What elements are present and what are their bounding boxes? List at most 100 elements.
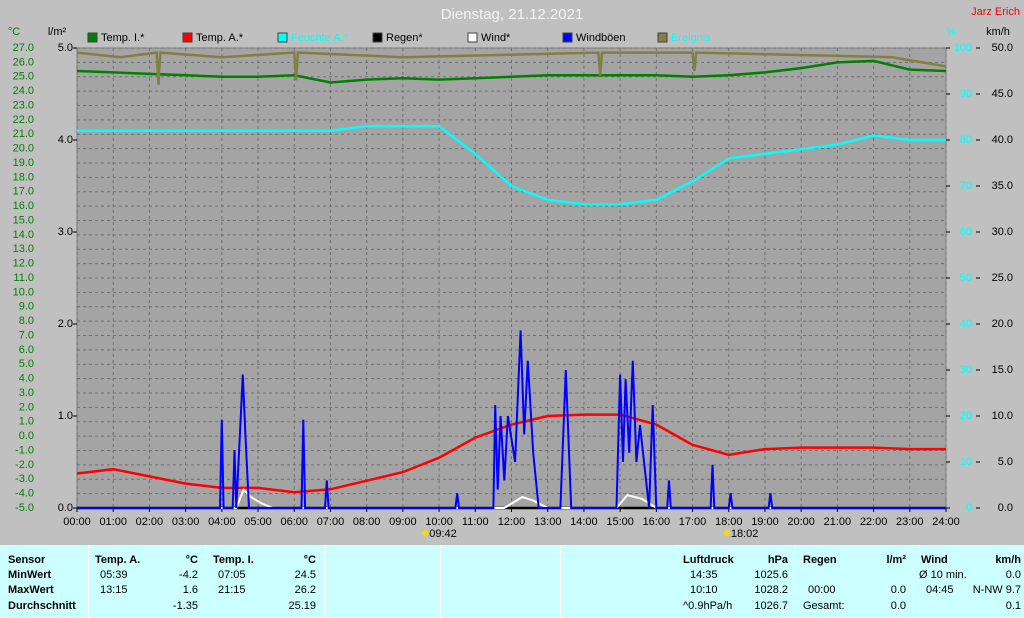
value: 26.2 — [294, 584, 316, 596]
time: 05:39 — [100, 569, 128, 581]
y-tick-label: -5.0 — [15, 502, 34, 514]
y-tick-label: 13.0 — [13, 243, 34, 255]
legend-swatch — [182, 32, 193, 43]
chart: Dienstag, 21.12.2021 Jarz Erich 00:00 01:… — [8, 6, 1020, 540]
value: 0.0 — [1005, 569, 1021, 581]
x-tick-label: 12:00 — [498, 516, 526, 528]
time: 13:15 — [100, 584, 128, 596]
y-tick-label: 0.0 — [19, 430, 34, 442]
time: 00:00 — [808, 584, 836, 596]
value: 1028.2 — [754, 584, 788, 596]
time: 07:05 — [218, 569, 246, 581]
x-tick-label: 09:00 — [389, 516, 417, 528]
y-tick-label: 1.0 — [58, 410, 73, 422]
y-tick-label: 12.0 — [13, 258, 34, 270]
value: 0.0 — [890, 600, 906, 612]
y-tick-label: 20.0 — [992, 318, 1013, 330]
x-tick-label: 14:00 — [570, 516, 598, 528]
value: 0.1 — [1005, 600, 1021, 612]
value: N-NW 9.7 — [972, 584, 1021, 596]
x-tick-label: 19:00 — [751, 516, 779, 528]
unit: km/h — [995, 554, 1021, 566]
value: 0.0 — [890, 584, 906, 596]
x-tick-label: 23:00 — [896, 516, 924, 528]
x-tick-label: 05:00 — [244, 516, 272, 528]
separator — [677, 545, 678, 618]
legend-swatch — [657, 32, 668, 43]
header: Temp. I. — [213, 554, 254, 566]
y-tick-label: 21.0 — [13, 128, 34, 140]
y-tick-label: 19.0 — [13, 157, 34, 169]
annotation: 09:42 — [429, 528, 457, 540]
x-tick-label: 04:00 — [208, 516, 236, 528]
unit: °C — [185, 554, 198, 566]
y-tick-label: 5.0 — [998, 456, 1013, 468]
y-tick-label: 15.0 — [13, 214, 34, 226]
y-tick-label: 25.0 — [992, 272, 1013, 284]
unit: °C — [303, 554, 316, 566]
legend-label: Temp. A.* — [196, 32, 244, 44]
separator — [88, 545, 89, 618]
y-tick-label: 5.0 — [19, 358, 34, 370]
y-tick-label: 22.0 — [13, 114, 34, 126]
series-line — [77, 487, 946, 509]
value: 1026.7 — [754, 600, 788, 612]
y-tick-label: 10 — [960, 456, 972, 468]
y-tick-label: 10.0 — [992, 410, 1013, 422]
y-tick-label: 18.0 — [13, 171, 34, 183]
separator — [440, 545, 441, 618]
y-tick-label: 17.0 — [13, 186, 34, 198]
y-tick-label: 27.0 — [13, 42, 34, 54]
header: Temp. A. — [95, 554, 141, 566]
y-tick-label: 5.0 — [58, 42, 73, 54]
y-tick-label: 20 — [960, 410, 972, 422]
y-tick-label: 8.0 — [19, 315, 34, 327]
value: 1.6 — [182, 584, 198, 596]
y-tick-label: 20.0 — [13, 143, 34, 155]
x-tick-label: 07:00 — [317, 516, 345, 528]
y-tick-label: 30.0 — [992, 226, 1013, 238]
sun-icon — [422, 530, 429, 536]
y-tick-label: 14.0 — [13, 229, 34, 241]
y-tick-label: 60 — [960, 226, 972, 238]
y-tick-label: 100 — [954, 42, 972, 54]
y-tick-label: 24.0 — [13, 85, 34, 97]
legend-swatch — [372, 32, 383, 43]
y-tick-label: 4.0 — [58, 134, 73, 146]
axis-title: °C — [8, 26, 20, 38]
legend-swatch — [562, 32, 573, 43]
header: Luftdruck — [683, 554, 734, 566]
avg10-label: Ø 10 min. — [919, 569, 967, 581]
y-tick-label: -4.0 — [15, 488, 34, 500]
y-tick-label: 35.0 — [992, 180, 1013, 192]
separator — [324, 545, 325, 618]
row-label: MaxWert — [8, 584, 54, 596]
x-tick-label: 00:00 — [63, 516, 91, 528]
time: 10:10 — [690, 584, 718, 596]
y-tick-label: 50.0 — [992, 42, 1013, 54]
x-tick-label: 15:00 — [606, 516, 634, 528]
x-tick-label: 08:00 — [353, 516, 381, 528]
legend-label: Regen* — [386, 32, 423, 44]
value: 24.5 — [294, 569, 316, 581]
legend-label: Temp. I.* — [101, 32, 145, 44]
x-tick-label: 13:00 — [534, 516, 562, 528]
y-tick-label: 3.0 — [58, 226, 73, 238]
series-line — [76, 413, 946, 494]
y-tick-label: -1.0 — [15, 444, 34, 456]
series-line — [76, 59, 947, 84]
y-tick-label: 80 — [960, 134, 972, 146]
row-label: MinWert — [8, 569, 52, 581]
y-tick-label: 3.0 — [19, 387, 34, 399]
separator — [795, 545, 796, 618]
series-line — [77, 330, 946, 509]
chart-title: Dienstag, 21.12.2021 — [441, 6, 584, 23]
legend-swatch — [467, 32, 478, 43]
axis-title: l/m² — [48, 26, 67, 38]
y-tick-label: -2.0 — [15, 459, 34, 471]
y-tick-label: 2.0 — [19, 401, 34, 413]
x-tick-label: 22:00 — [860, 516, 888, 528]
y-tick-label: 25.0 — [13, 71, 34, 83]
y-tick-label: 15.0 — [992, 364, 1013, 376]
